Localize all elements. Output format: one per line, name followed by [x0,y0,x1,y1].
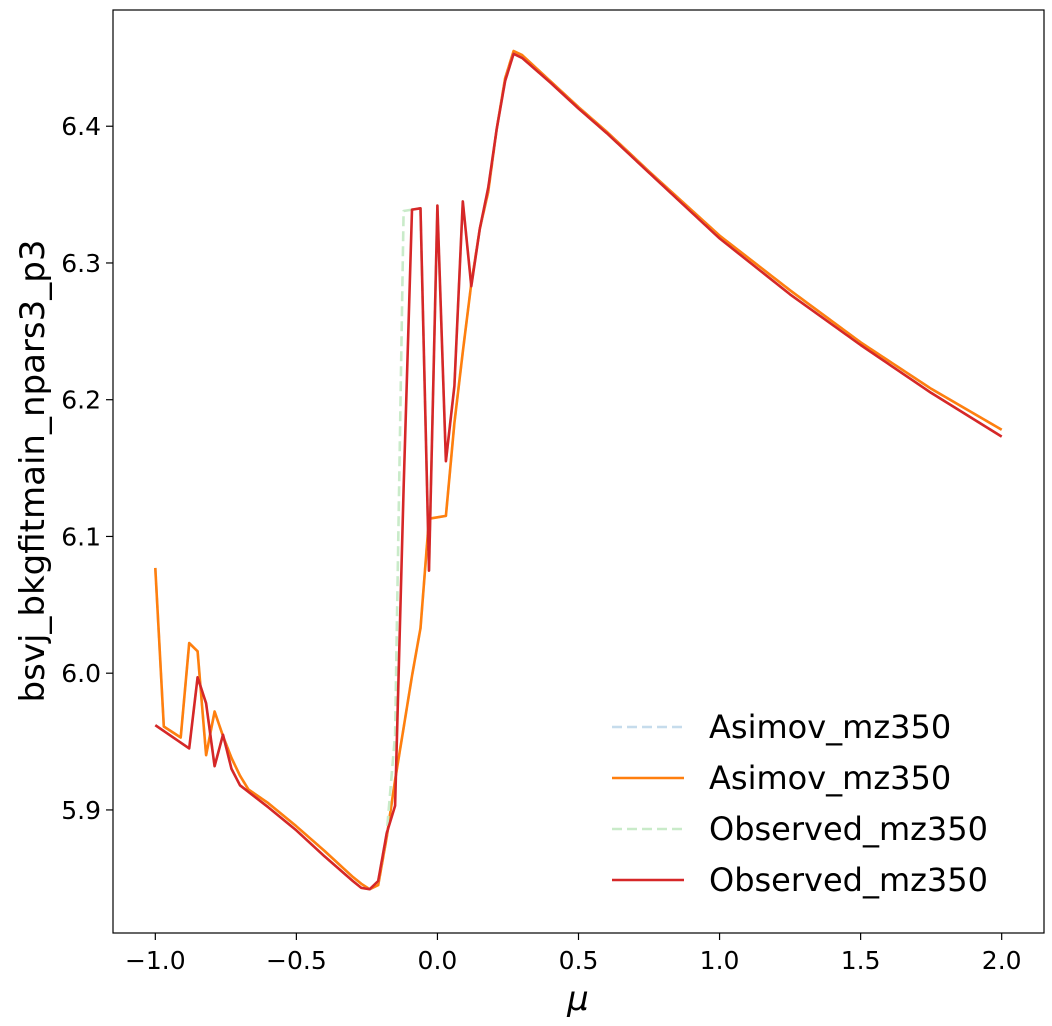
y-axis-title: bsvj_bkgfitmain_npars3_p3 [13,240,53,703]
y-tick-label: 6.4 [61,112,101,141]
x-tick-label: 1.5 [841,946,881,975]
y-tick-label: 6.3 [61,249,101,278]
series-line-3 [154,52,1003,891]
y-axis: 5.9 6.0 6.1 6.2 6.3 6.4 [61,112,113,825]
x-tick-label: 1.0 [700,946,740,975]
y-tick-label: 6.0 [61,659,101,688]
y-tick-label: 5.9 [61,796,101,825]
legend-label-3: Observed_mz350 [709,861,988,899]
series-layer [154,49,1003,891]
legend-label-1: Asimov_mz350 [709,759,951,797]
x-axis: −1.0 −0.5 0.0 0.5 1.0 1.5 2.0 [125,933,1022,975]
x-tick-label: −0.5 [266,946,327,975]
x-tick-label: −1.0 [125,946,186,975]
y-tick-label: 6.1 [61,522,101,551]
x-axis-title: μ [566,979,589,1019]
x-tick-label: 0.0 [418,946,458,975]
y-tick-label: 6.2 [61,386,101,415]
x-tick-label: 2.0 [982,946,1022,975]
legend-label-2: Observed_mz350 [709,810,988,848]
legend: Asimov_mz350 Asimov_mz350 Observed_mz350 Ob… [612,708,988,899]
x-tick-label: 0.5 [559,946,599,975]
legend-label-0: Asimov_mz350 [709,708,951,746]
